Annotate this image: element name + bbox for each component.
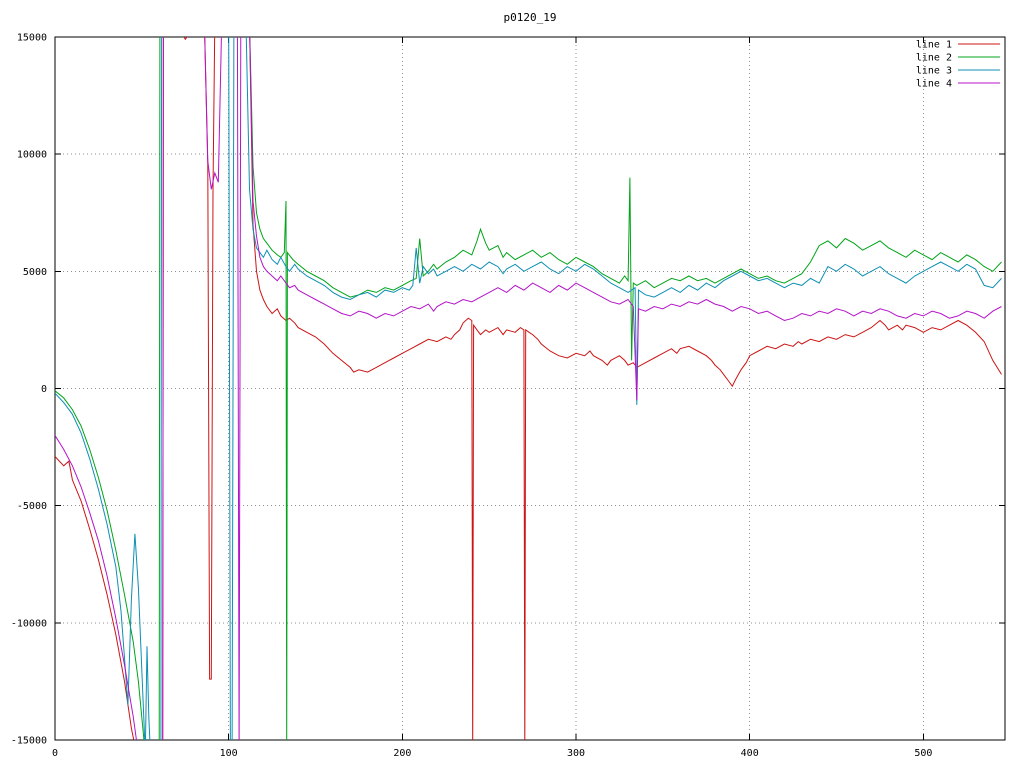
grid [54, 36, 1005, 741]
svg-text:10000: 10000 [17, 150, 47, 161]
svg-text:300: 300 [567, 748, 585, 759]
legend-label-3: line 3 [916, 66, 952, 77]
svg-text:400: 400 [741, 748, 759, 759]
legend-label-1: line 1 [916, 40, 952, 51]
svg-text:-5000: -5000 [17, 501, 47, 512]
tick-marks [54, 36, 1005, 741]
svg-text:200: 200 [393, 748, 411, 759]
x-tick-labels: 0 100 200 300 400 500 [52, 748, 932, 759]
series-line-2 [55, 37, 1002, 740]
svg-text:500: 500 [914, 748, 932, 759]
chart-title: p0120_19 [503, 11, 557, 24]
legend-label-2: line 2 [916, 53, 952, 64]
svg-text:5000: 5000 [23, 267, 47, 278]
svg-text:0: 0 [41, 384, 47, 395]
svg-text:0: 0 [52, 748, 58, 759]
plot-border [54, 36, 1006, 741]
legend: line 1 line 2 line 3 line 4 [916, 40, 1000, 90]
legend-label-4: line 4 [916, 79, 952, 90]
svg-text:100: 100 [220, 748, 238, 759]
svg-text:-15000: -15000 [11, 736, 47, 747]
series-line-3 [55, 37, 1002, 740]
svg-text:15000: 15000 [17, 33, 47, 44]
series-line-4 [55, 37, 1002, 740]
y-tick-labels: -15000 -10000 -5000 0 5000 10000 15000 [11, 33, 47, 747]
svg-text:-10000: -10000 [11, 618, 47, 629]
